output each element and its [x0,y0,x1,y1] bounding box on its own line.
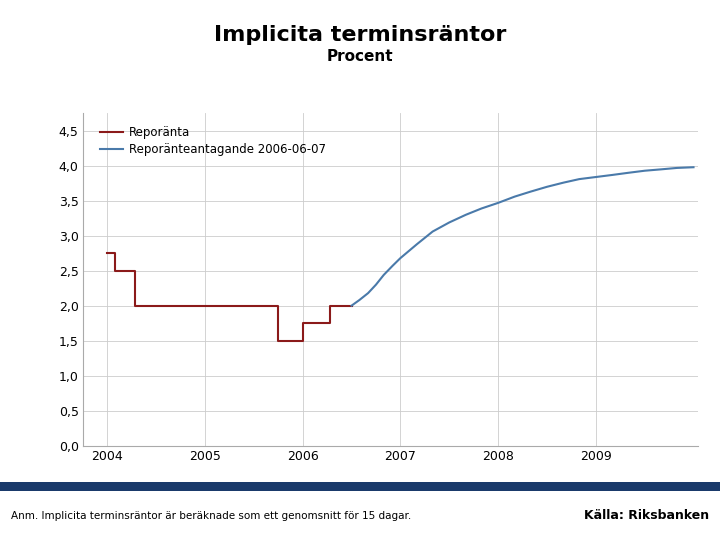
Legend: Reporänta, Reporänteantagande 2006-06-07: Reporänta, Reporänteantagande 2006-06-07 [95,121,330,161]
Text: Implicita terminsräntor: Implicita terminsräntor [214,25,506,45]
Text: Procent: Procent [327,49,393,64]
Text: Anm. Implicita terminsräntor är beräknade som ett genomsnitt för 15 dagar.: Anm. Implicita terminsräntor är beräknad… [11,511,411,521]
Text: Källa: Riksbanken: Källa: Riksbanken [584,509,709,522]
